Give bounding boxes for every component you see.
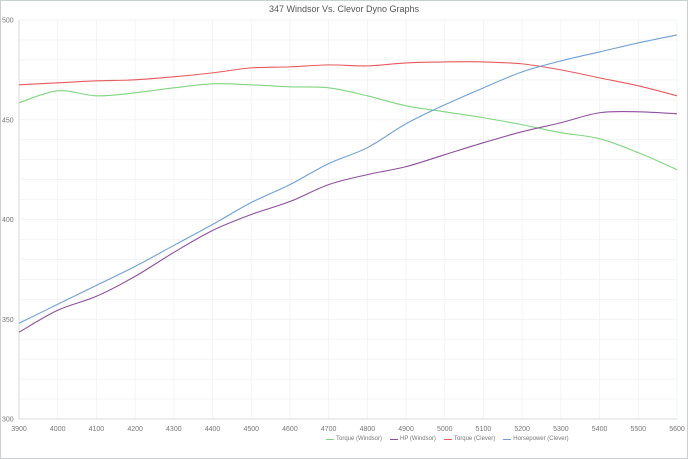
x-tick-label: 4500 xyxy=(243,426,259,433)
series-line-horsepower-clever xyxy=(18,34,678,324)
x-tick-label: 4100 xyxy=(89,426,105,433)
legend: Torque (Windsor) HP (Windsor) Torque (Clev… xyxy=(326,436,569,442)
x-tick-label: 4600 xyxy=(282,426,298,433)
x-tick-label: 4700 xyxy=(321,426,337,433)
y-tick-label: 450 xyxy=(2,117,14,124)
x-tick-label: 4900 xyxy=(398,426,414,433)
x-tick-label: 5500 xyxy=(631,426,647,433)
legend-label: HP (Windsor) xyxy=(400,436,436,442)
x-tick-label: 4300 xyxy=(166,426,182,433)
x-tick-label: 5400 xyxy=(592,426,608,433)
x-tick-label: 5100 xyxy=(476,426,492,433)
y-tick-label: 350 xyxy=(2,317,14,324)
legend-swatch xyxy=(326,438,334,440)
legend-label: Torque (Windsor) xyxy=(336,436,383,442)
series-line-torque-clever xyxy=(18,61,678,97)
x-tick-label: 4000 xyxy=(50,426,66,433)
legend-item: Torque (Clever) xyxy=(443,436,496,442)
legend-item: HP (Windsor) xyxy=(390,436,436,442)
x-tick-label: 3900 xyxy=(11,426,27,433)
legend-swatch xyxy=(443,438,452,440)
chart-title: 347 Windsor Vs. Clevor Dyno Graphs xyxy=(268,4,420,14)
x-tick-label: 5000 xyxy=(437,426,453,433)
x-tick-label: 5200 xyxy=(514,426,530,433)
y-tick-label: 300 xyxy=(2,417,14,424)
legend-item: Horsepower (Clever) xyxy=(503,436,569,442)
x-tick-label: 4200 xyxy=(127,426,143,433)
y-tick-label: 400 xyxy=(2,217,14,224)
x-tick-label: 5600 xyxy=(669,426,685,433)
legend-item: Torque (Windsor) xyxy=(326,436,382,442)
x-tick-label: 4800 xyxy=(360,426,376,433)
legend-swatch xyxy=(503,438,512,440)
legend-label: Horsepower (Clever) xyxy=(513,436,569,442)
series-line-hp-windsor xyxy=(18,110,678,333)
x-tick-label: 5300 xyxy=(553,426,569,433)
legend-swatch xyxy=(390,438,399,440)
y-tick-label: 500 xyxy=(2,18,14,25)
series-line-torque-windsor xyxy=(18,83,678,171)
legend-label: Torque (Clever) xyxy=(453,436,496,442)
x-tick-label: 4400 xyxy=(205,426,221,433)
